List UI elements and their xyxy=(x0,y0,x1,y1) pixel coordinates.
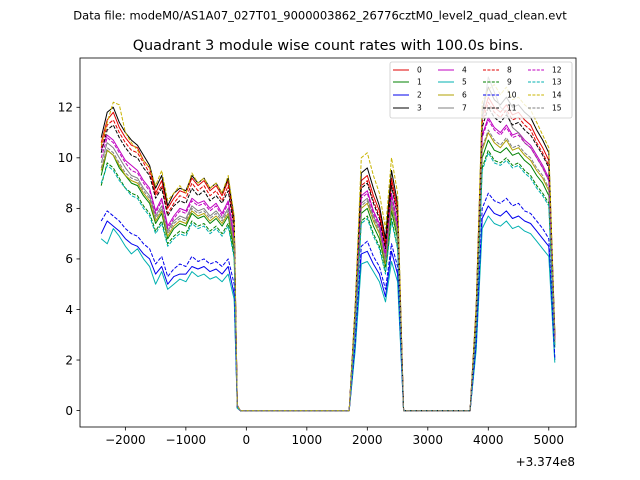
legend-label-12: 12 xyxy=(552,66,562,75)
x-axis-ticks: −2000 −1000 0 1000 2000 3000 4000 5000 xyxy=(105,427,564,447)
y-tick-label: 6 xyxy=(65,252,73,266)
plot-series xyxy=(100,76,556,412)
legend-label-0: 0 xyxy=(417,66,422,75)
x-tick-label: 3000 xyxy=(413,433,444,447)
plot-frame xyxy=(79,57,577,428)
y-tick-label: 0 xyxy=(65,404,73,418)
legend-label-9: 9 xyxy=(507,78,512,87)
legend-label-14: 14 xyxy=(552,91,562,100)
series-line-4 xyxy=(100,116,556,412)
legend-label-3: 3 xyxy=(417,104,422,113)
x-tick-label: 5000 xyxy=(534,433,565,447)
series-line-8 xyxy=(100,101,556,412)
legend-label-13: 13 xyxy=(552,78,562,87)
x-tick-label: 4000 xyxy=(473,433,504,447)
figure-suptitle: Data file: modeM0/AS1A07_027T01_90000038… xyxy=(73,9,567,23)
series-line-5 xyxy=(100,215,556,412)
series-line-12 xyxy=(100,119,556,412)
legend-label-6: 6 xyxy=(462,91,467,100)
x-tick-label: −1000 xyxy=(166,433,207,447)
y-tick-label: 10 xyxy=(58,151,73,165)
y-tick-label: 4 xyxy=(65,303,73,317)
series-line-11 xyxy=(100,106,556,412)
legend-label-1: 1 xyxy=(417,78,422,87)
x-tick-label: −2000 xyxy=(105,433,146,447)
legend-label-2: 2 xyxy=(417,91,422,100)
legend-label-4: 4 xyxy=(462,66,467,75)
legend-label-8: 8 xyxy=(507,66,512,75)
chart-title: Quadrant 3 module wise count rates with … xyxy=(133,38,524,54)
x-tick-label: 2000 xyxy=(352,433,383,447)
series-line-6 xyxy=(100,132,556,412)
legend-label-15: 15 xyxy=(552,104,562,113)
series-line-15 xyxy=(100,129,556,412)
series-line-9 xyxy=(100,149,556,412)
legend-label-10: 10 xyxy=(507,91,517,100)
legend-box xyxy=(389,61,573,119)
legend-label-5: 5 xyxy=(462,78,467,87)
y-axis-ticks: 0 2 4 6 8 10 12 xyxy=(58,101,80,418)
x-tick-label: 0 xyxy=(243,433,251,447)
legend-label-11: 11 xyxy=(507,104,517,113)
series-line-7 xyxy=(100,76,556,412)
series-line-13 xyxy=(100,152,556,412)
x-offset-label: +3.374e8 xyxy=(516,455,575,469)
legend-label-7: 7 xyxy=(462,104,467,113)
y-tick-label: 2 xyxy=(65,353,73,367)
y-tick-label: 8 xyxy=(65,202,73,216)
x-tick-label: 1000 xyxy=(292,433,323,447)
y-tick-label: 12 xyxy=(58,101,73,115)
